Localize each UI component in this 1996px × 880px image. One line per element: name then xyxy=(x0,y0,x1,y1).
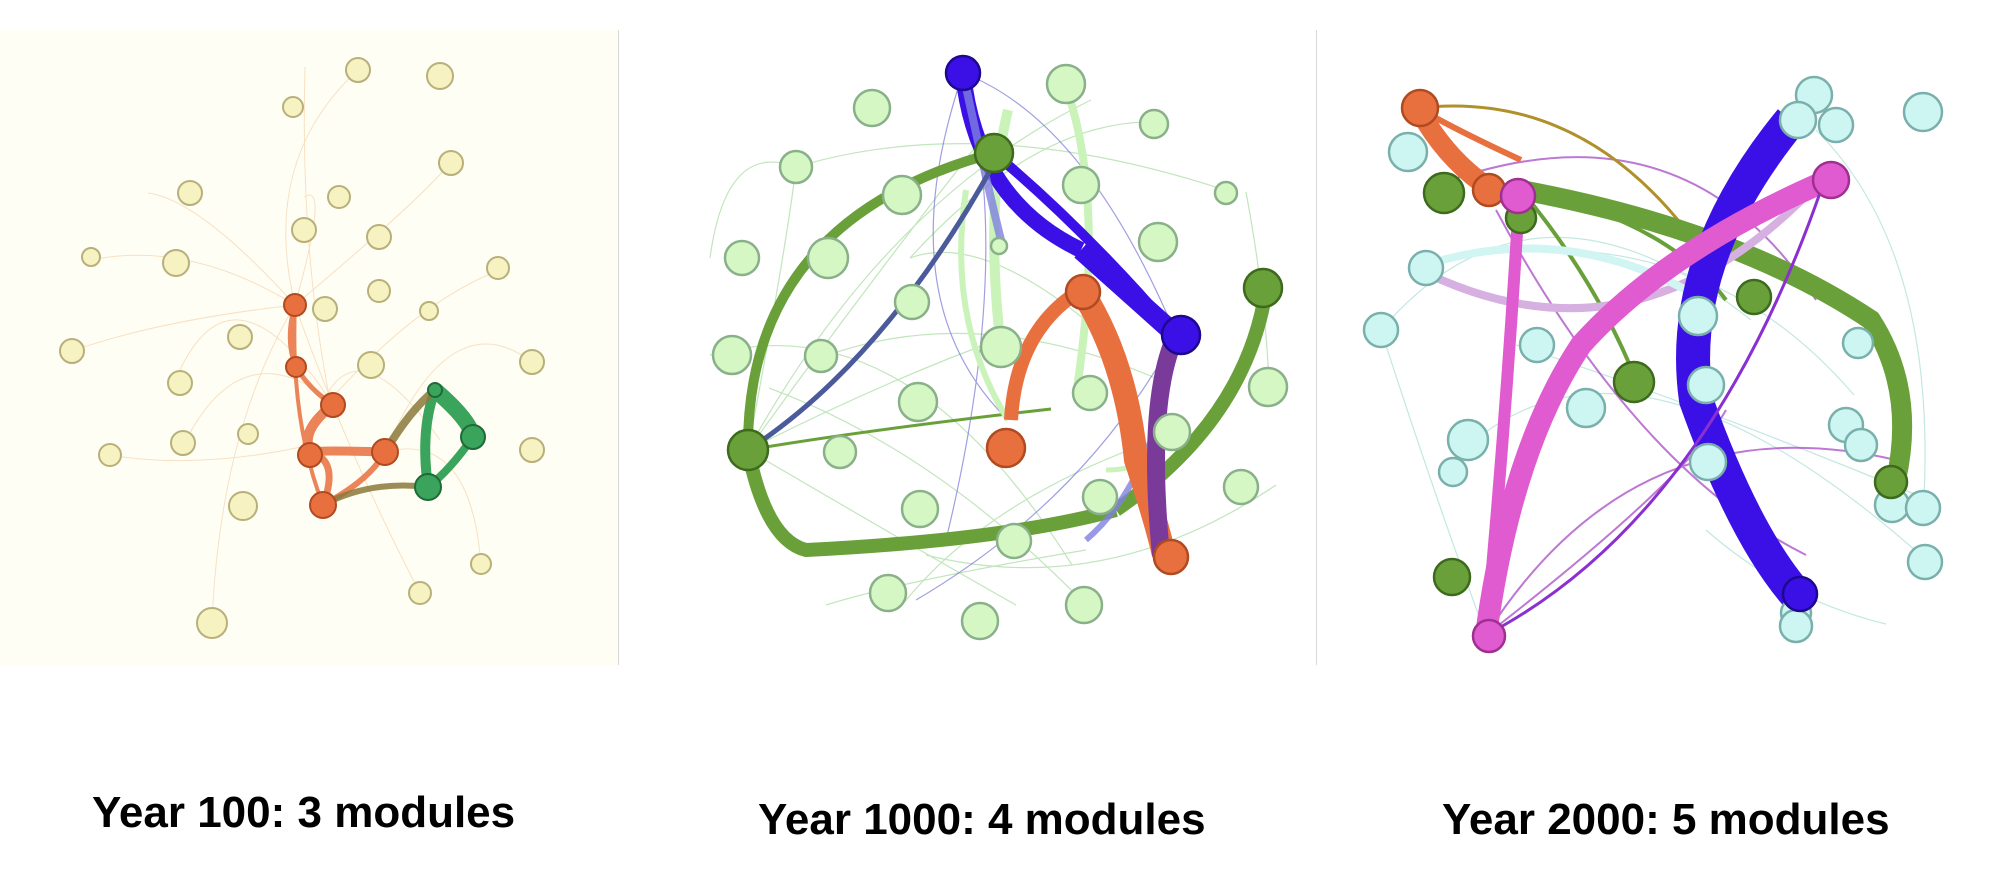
panel-caption: Year 2000: 5 modules xyxy=(1442,795,1890,844)
panel-year-100: Year 100: 3 modules xyxy=(0,0,620,837)
panel-year-1000: Year 1000: 4 modules xyxy=(686,0,1316,844)
nodes-module-green xyxy=(726,132,1284,472)
panel-caption: Year 1000: 4 modules xyxy=(758,795,1206,844)
nodes-module-orange xyxy=(1400,88,1507,208)
nodes-neutral xyxy=(711,63,1289,641)
module-edges-violet xyxy=(1485,189,1823,637)
panel-year-2000: Year 2000: 5 modules xyxy=(1336,0,1996,844)
nodes-neutral xyxy=(59,57,545,639)
nodes-module-blue xyxy=(1781,575,1819,613)
network-graph-year-1000 xyxy=(709,54,1289,641)
nodes-module-orange xyxy=(283,293,399,519)
nodes-module-green xyxy=(414,382,486,501)
nodes-module-orange xyxy=(985,273,1190,576)
network-graph-year-2000 xyxy=(1362,75,1944,654)
nodes-module-blue xyxy=(944,54,1202,356)
nodes-module-pink xyxy=(1471,160,1851,654)
panel-divider xyxy=(618,30,619,665)
network-graph-year-100 xyxy=(0,30,620,665)
module-edges-slate xyxy=(746,158,999,453)
module-edges-pink xyxy=(1475,169,1833,637)
nodes-neutral xyxy=(1362,75,1944,644)
panel-caption: Year 100: 3 modules xyxy=(92,788,516,837)
panel-divider xyxy=(1316,30,1317,665)
